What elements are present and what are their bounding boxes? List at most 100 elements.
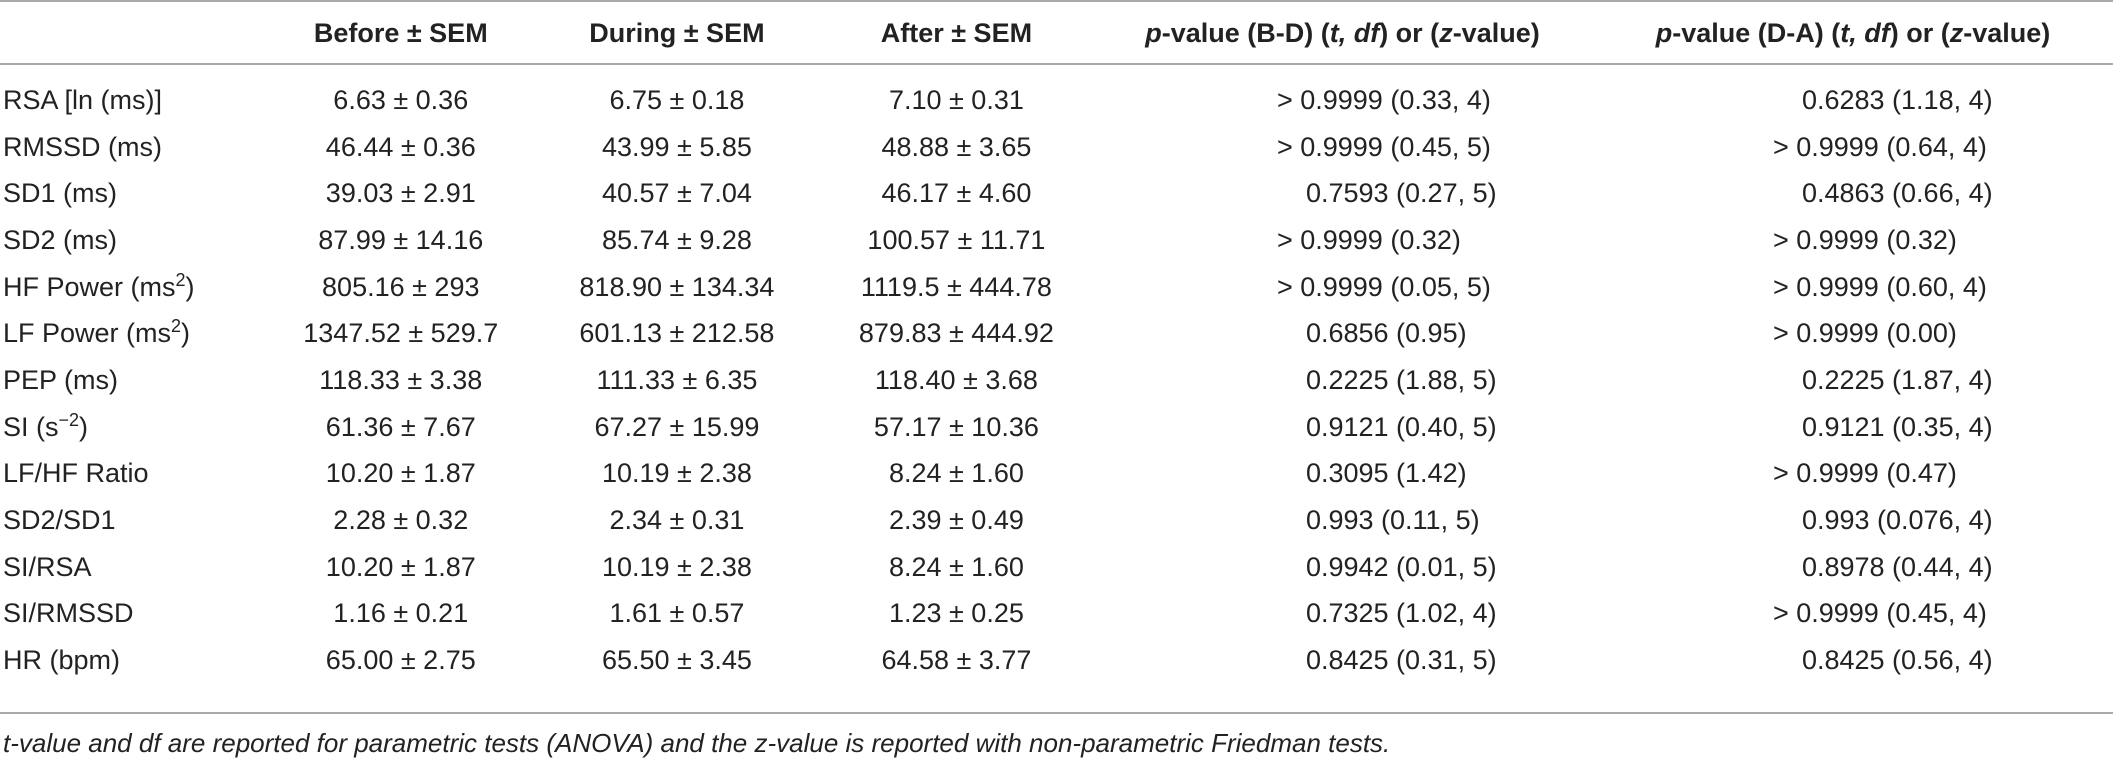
cell-p-bd: 0.7593 (0.27, 5) [1092,170,1593,217]
row-label: SD2/SD1 [0,497,269,544]
cell-after: 118.40 ± 3.68 [874,364,1038,395]
cell-p-da-value: 0.6283 (1.18, 4) [1801,84,1993,115]
row-label: HR (bpm) [0,637,269,684]
header-p-da-z: z [1949,17,1964,48]
cell-p-bd-value: > 0.9999 (0.45, 5) [1276,131,1491,162]
row-label: RMSSD (ms) [0,124,269,171]
row-label-text: SD1 (ms) [3,178,117,209]
cell-p-da-value: 0.993 (0.076, 4) [1801,505,1993,536]
results-table: Before ± SEM During ± SEM After ± SEM p-… [0,3,2113,684]
table-body: RSA [ln (ms)] 6.63 ± 0.36 6.75 ± 0.18 7.10 … [0,63,2113,684]
cell-during: 40.57 ± 7.04 [601,178,752,209]
cell-during: 818.90 ± 134.34 [579,271,775,302]
cell-p-bd: 0.8425 (0.31, 5) [1092,637,1593,684]
cell-before: 1347.52 ± 529.7 [303,318,499,349]
cell-after: 64.58 ± 3.77 [881,645,1032,676]
header-p-bd-rest2: ) or ( [1379,17,1440,48]
cell-p-da-value: 0.8425 (0.56, 4) [1801,645,1993,676]
header-p-bd-t: t, df [1329,17,1380,48]
cell-p-da: > 0.9999 (0.00) [1593,310,2113,357]
cell-before: 10.20 ± 1.87 [325,551,476,582]
cell-p-bd-value: 0.3095 (1.42) [1305,458,1467,489]
header-p-bd-rest3: -value) [1452,17,1540,48]
cell-p-da-value: > 0.9999 (0.45, 4) [1772,598,1987,629]
row-label-text: PEP (ms) [3,364,119,395]
row-label-text: SI (s [3,411,59,442]
header-before: Before ± SEM [313,17,488,48]
table-bottom-rule [0,712,2113,714]
cell-during: 601.13 ± 212.58 [579,318,775,349]
cell-before: 46.44 ± 0.36 [325,131,476,162]
cell-p-bd-value: > 0.9999 (0.05, 5) [1276,271,1491,302]
cell-p-bd: 0.2225 (1.88, 5) [1092,357,1593,404]
cell-p-bd-value: 0.7593 (0.27, 5) [1305,178,1497,209]
row-label: RSA [ln (ms)] [0,63,269,124]
table-row: SI (s−2) 61.36 ± 7.67 67.27 ± 15.99 57.17 ±… [0,404,2113,451]
table-row: SD2 (ms) 87.99 ± 14.16 85.74 ± 9.28 100.57 … [0,217,2113,264]
cell-p-bd-value: 0.9942 (0.01, 5) [1305,551,1497,582]
header-p-da-rest1: -value (D-A) ( [1672,17,1841,48]
row-label: SD1 (ms) [0,170,269,217]
row-label: LF Power (ms2) [0,310,269,357]
cell-before: 10.20 ± 1.87 [325,458,476,489]
cell-before: 1.16 ± 0.21 [333,598,469,629]
row-label-tail: ) [181,318,191,349]
header-p-bd-p: p [1145,17,1162,48]
cell-after: 57.17 ± 10.36 [873,411,1039,442]
header-during: During ± SEM [589,17,765,48]
row-label-text: SD2 (ms) [3,224,117,255]
cell-p-da: 0.993 (0.076, 4) [1593,497,2113,544]
cell-p-da-value: > 0.9999 (0.60, 4) [1772,271,1987,302]
row-label-superscript: 2 [175,269,186,290]
cell-after: 2.39 ± 0.49 [888,505,1024,536]
cell-p-da: > 0.9999 (0.47) [1593,451,2113,498]
row-label-tail: ) [185,271,195,302]
table-row: SD1 (ms) 39.03 ± 2.91 40.57 ± 7.04 46.17 ± … [0,170,2113,217]
cell-during: 85.74 ± 9.28 [601,224,752,255]
table-row: HF Power (ms2) 805.16 ± 293 818.90 ± 134.3… [0,264,2113,311]
table-row: LF/HF Ratio 10.20 ± 1.87 10.19 ± 2.38 8.24 … [0,451,2113,498]
header-p-bd-rest1: -value (B-D) ( [1161,17,1330,48]
cell-p-bd: > 0.9999 (0.32) [1092,217,1593,264]
cell-p-bd-value: > 0.9999 (0.33, 4) [1276,84,1491,115]
cell-p-da-value: > 0.9999 (0.32) [1772,224,1957,255]
cell-p-bd: 0.6856 (0.95) [1092,310,1593,357]
cell-during: 43.99 ± 5.85 [601,131,752,162]
cell-before: 118.33 ± 3.38 [319,364,483,395]
row-label-tail: ) [79,411,89,442]
row-label: SD2 (ms) [0,217,269,264]
row-label-text: SI/RSA [3,551,92,582]
cell-p-bd: > 0.9999 (0.33, 4) [1092,63,1593,124]
table-header-row: Before ± SEM During ± SEM After ± SEM p-… [0,3,2113,63]
cell-during: 2.34 ± 0.31 [609,505,745,536]
header-p-da-rest2: ) or ( [1889,17,1950,48]
cell-p-bd: 0.993 (0.11, 5) [1092,497,1593,544]
table-footnote: t-value and df are reported for parametr… [3,728,1391,758]
header-p-da: p-value (D-A) (t, df) or (z-value) [1593,3,2113,63]
header-p-da-t: t, df [1840,17,1890,48]
cell-p-bd-value: 0.9121 (0.40, 5) [1305,411,1497,442]
row-label-text: RMSSD (ms) [3,131,162,162]
header-p-da-rest3: -value) [1963,17,2051,48]
cell-p-bd: > 0.9999 (0.05, 5) [1092,264,1593,311]
cell-p-da-value: 0.9121 (0.35, 4) [1801,411,1993,442]
cell-p-bd: 0.7325 (1.02, 4) [1092,591,1593,638]
cell-p-da-value: > 0.9999 (0.47) [1772,458,1957,489]
row-label-text: LF/HF Ratio [3,458,149,489]
cell-before: 61.36 ± 7.67 [325,411,476,442]
table-row: HR (bpm) 65.00 ± 2.75 65.50 ± 3.45 64.58 ± … [0,637,2113,684]
cell-p-da-value: 0.8978 (0.44, 4) [1801,551,1993,582]
row-label-superscript: 2 [171,316,182,337]
cell-after: 48.88 ± 3.65 [881,131,1032,162]
cell-p-bd: 0.3095 (1.42) [1092,451,1593,498]
cell-p-bd-value: 0.6856 (0.95) [1305,318,1467,349]
row-label: PEP (ms) [0,357,269,404]
row-label: SI (s−2) [0,404,269,451]
cell-p-da: 0.8978 (0.44, 4) [1593,544,2113,591]
cell-after: 7.10 ± 0.31 [888,84,1024,115]
table-header-rule [0,63,2113,65]
table-row: RMSSD (ms) 46.44 ± 0.36 43.99 ± 5.85 48.88 … [0,124,2113,171]
cell-p-bd-value: 0.7325 (1.02, 4) [1305,598,1497,629]
cell-after: 1119.5 ± 444.78 [860,271,1052,302]
cell-p-da: 0.4863 (0.66, 4) [1593,170,2113,217]
